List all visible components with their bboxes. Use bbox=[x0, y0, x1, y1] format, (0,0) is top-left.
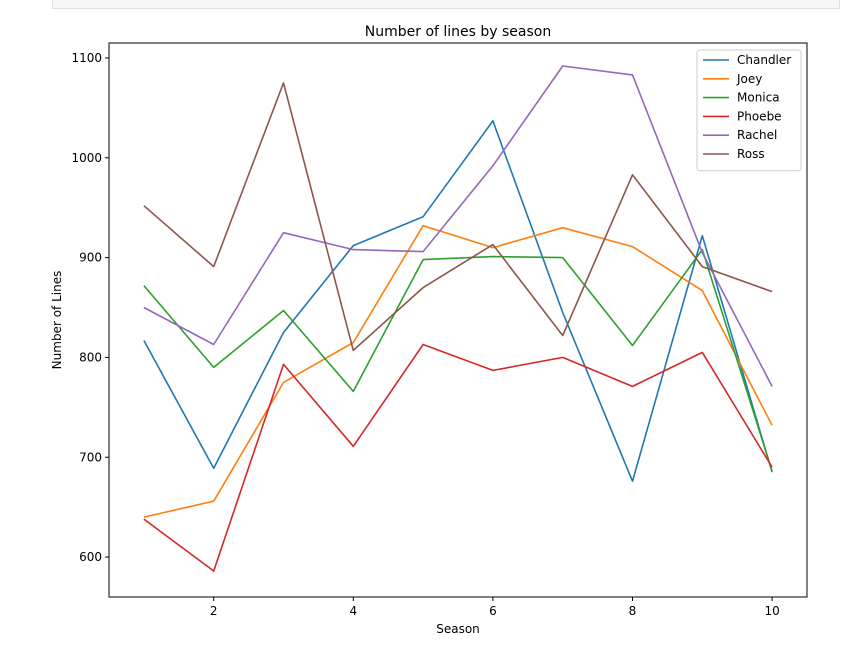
y-tick-label: 1100 bbox=[71, 51, 102, 65]
x-tick-label: 8 bbox=[629, 604, 637, 618]
y-tick-label: 600 bbox=[79, 550, 102, 564]
plot-frame bbox=[108, 42, 808, 598]
legend: Chandler Joey Monica Phoebe Rachel Ross bbox=[696, 49, 802, 172]
series-lines bbox=[143, 65, 773, 572]
x-tick-label: 6 bbox=[489, 604, 497, 618]
series-line-phoebe bbox=[143, 343, 773, 572]
y-tick-label: 900 bbox=[79, 251, 102, 265]
series-line-ross bbox=[143, 82, 773, 352]
series-line-chandler bbox=[143, 120, 773, 483]
series-line-joey bbox=[143, 224, 773, 518]
x-tick-label: 2 bbox=[210, 604, 218, 618]
legend-entry: Joey bbox=[736, 72, 762, 86]
legend-entry: Monica bbox=[737, 91, 780, 105]
x-tick-label: 4 bbox=[349, 604, 357, 618]
legend-entry: Ross bbox=[737, 147, 765, 161]
chart-title: Number of lines by season bbox=[365, 24, 551, 40]
notebook-cell-frame bbox=[52, 0, 840, 9]
series-line-rachel bbox=[143, 65, 773, 387]
y-axis-label: Number of Lines bbox=[50, 271, 64, 370]
legend-entry: Phoebe bbox=[737, 109, 782, 123]
series-line-monica bbox=[143, 248, 773, 472]
y-tick-label: 700 bbox=[79, 450, 102, 464]
y-axis: 600 700 800 900 1000 1100 bbox=[71, 51, 109, 564]
y-tick-label: 800 bbox=[79, 350, 102, 364]
legend-entry: Rachel bbox=[737, 128, 777, 142]
legend-box bbox=[696, 49, 802, 172]
y-tick-label: 1000 bbox=[71, 151, 102, 165]
legend-entry: Chandler bbox=[737, 53, 791, 67]
x-tick-label: 10 bbox=[764, 604, 779, 618]
x-axis-label: Season bbox=[436, 622, 480, 636]
x-axis: 2 4 6 8 10 bbox=[210, 597, 780, 618]
